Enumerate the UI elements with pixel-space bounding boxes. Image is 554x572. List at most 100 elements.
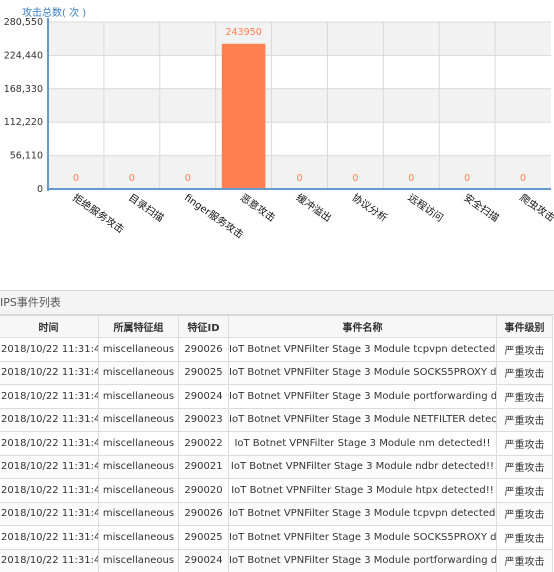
x-tick-label: 爬虫攻击 <box>517 191 554 225</box>
grid-band <box>48 155 551 189</box>
cell-time: 2018/10/22 11:31:44 <box>0 431 99 456</box>
column-header-group[interactable]: 所属特征组 <box>98 315 179 338</box>
cell-signature-id[interactable]: 290020 <box>178 478 229 503</box>
table-row[interactable]: 2018/10/22 11:31:44 miscellaneous 290021 Io… <box>0 454 553 479</box>
cell-time: 2018/10/22 11:31:44 <box>0 454 99 479</box>
cell-signature-id[interactable]: 290021 <box>178 454 229 479</box>
grid-band <box>48 88 551 123</box>
bar <box>221 43 266 189</box>
table-row[interactable]: 2018/10/22 11:31:44 miscellaneous 290024 Io… <box>0 384 553 409</box>
cell-signature-id[interactable]: 290022 <box>178 431 229 456</box>
attack-chart: 攻击总数( 次 ) 0 56,110 112,220 168,330 224,440 28… <box>0 0 554 262</box>
table-row[interactable]: 2018/10/22 11:31:43 miscellaneous 290024 Io… <box>0 548 553 572</box>
cell-event-name: IoT Botnet VPNFilter Stage 3 Module port… <box>228 384 497 409</box>
cell-event-name: IoT Botnet VPNFilter Stage 3 Module nm d… <box>228 431 497 456</box>
attack-bar-chart: 056,110112,220168,330224,440280,5500拒绝服务… <box>4 17 554 241</box>
cell-time: 2018/10/22 11:31:44 <box>0 337 99 362</box>
data-label: 0 <box>352 173 358 184</box>
cell-event-name: IoT Botnet VPNFilter Stage 3 Module SOCK… <box>228 360 497 385</box>
table-row[interactable]: 2018/10/22 11:31:43 miscellaneous 290026 Io… <box>0 501 553 526</box>
chart-y-axis-label: 攻击总数( 次 ) <box>22 8 87 19</box>
cell-level: 严重攻击 <box>496 384 553 409</box>
y-tick-label: 224,440 <box>4 50 43 61</box>
cell-event-name: IoT Botnet VPNFilter Stage 3 Module htpx… <box>228 478 497 503</box>
cell-group: miscellaneous <box>98 548 179 572</box>
cell-group: miscellaneous <box>98 384 179 409</box>
cell-event-name: IoT Botnet VPNFilter Stage 3 Module NETF… <box>228 407 497 432</box>
table-header-row: 时间 所属特征组 特征ID 事件名称 事件级别 <box>0 315 553 338</box>
y-tick-label: 112,220 <box>4 117 43 128</box>
table-row[interactable]: 2018/10/22 11:31:44 miscellaneous 290022 Io… <box>0 431 553 456</box>
cell-group: miscellaneous <box>98 525 179 550</box>
grid-band <box>48 22 551 56</box>
table-row[interactable]: 2018/10/22 11:31:44 miscellaneous 290025 Io… <box>0 360 553 385</box>
ips-event-panel: IPS事件列表 时间 所属特征组 特征ID 事件名称 事件级别 2018/10/… <box>0 290 554 572</box>
cell-signature-id[interactable]: 290026 <box>178 337 229 362</box>
column-header-signature-id[interactable]: 特征ID <box>178 315 229 338</box>
cell-level: 严重攻击 <box>496 337 553 362</box>
x-tick-label: 拒绝服务攻击 <box>70 191 127 236</box>
y-tick-label: 56,110 <box>10 151 43 162</box>
x-tick-label: 目录扫描 <box>126 191 166 225</box>
cell-group: miscellaneous <box>98 431 179 456</box>
cell-signature-id[interactable]: 290025 <box>178 360 229 385</box>
cell-group: miscellaneous <box>98 454 179 479</box>
cell-time: 2018/10/22 11:31:44 <box>0 478 99 503</box>
cell-time: 2018/10/22 11:31:43 <box>0 501 99 526</box>
x-tick-label: 缓冲溢出 <box>294 191 334 225</box>
x-tick-label: 协议分析 <box>350 191 390 225</box>
y-tick-label: 0 <box>37 184 43 195</box>
cell-group: miscellaneous <box>98 478 179 503</box>
data-label: 0 <box>73 173 79 184</box>
cell-event-name: IoT Botnet VPNFilter Stage 3 Module port… <box>228 548 497 572</box>
cell-time: 2018/10/22 11:31:43 <box>0 548 99 572</box>
x-tick-label: 安全扫描 <box>461 191 501 225</box>
column-header-level[interactable]: 事件级别 <box>496 315 553 338</box>
cell-group: miscellaneous <box>98 337 179 362</box>
data-label: 0 <box>185 173 191 184</box>
cell-time: 2018/10/22 11:31:44 <box>0 384 99 409</box>
column-header-event-name[interactable]: 事件名称 <box>228 315 497 338</box>
cell-event-name: IoT Botnet VPNFilter Stage 3 Module tcpv… <box>228 337 497 362</box>
cell-time: 2018/10/22 11:31:44 <box>0 407 99 432</box>
ips-event-table: 时间 所属特征组 特征ID 事件名称 事件级别 2018/10/22 11:31… <box>0 315 553 572</box>
cell-level: 严重攻击 <box>496 501 553 526</box>
cell-event-name: IoT Botnet VPNFilter Stage 3 Module ndbr… <box>228 454 497 479</box>
cell-group: miscellaneous <box>98 501 179 526</box>
data-label: 0 <box>408 173 414 184</box>
cell-level: 严重攻击 <box>496 478 553 503</box>
cell-signature-id[interactable]: 290026 <box>178 501 229 526</box>
cell-time: 2018/10/22 11:31:43 <box>0 525 99 550</box>
y-tick-label: 168,330 <box>4 84 43 95</box>
column-header-time[interactable]: 时间 <box>0 315 99 338</box>
cell-group: miscellaneous <box>98 360 179 385</box>
data-label: 0 <box>464 173 470 184</box>
cell-signature-id[interactable]: 290023 <box>178 407 229 432</box>
table-row[interactable]: 2018/10/22 11:31:43 miscellaneous 290025 Io… <box>0 525 553 550</box>
data-label: 0 <box>129 173 135 184</box>
cell-level: 严重攻击 <box>496 431 553 456</box>
cell-level: 严重攻击 <box>496 525 553 550</box>
cell-level: 严重攻击 <box>496 360 553 385</box>
cell-level: 严重攻击 <box>496 548 553 572</box>
cell-time: 2018/10/22 11:31:44 <box>0 360 99 385</box>
data-label: 0 <box>296 173 302 184</box>
cell-level: 严重攻击 <box>496 454 553 479</box>
table-row[interactable]: 2018/10/22 11:31:44 miscellaneous 290026 Io… <box>0 337 553 362</box>
table-row[interactable]: 2018/10/22 11:31:44 miscellaneous 290020 Io… <box>0 478 553 503</box>
data-label: 0 <box>520 173 526 184</box>
cell-group: miscellaneous <box>98 407 179 432</box>
cell-event-name: IoT Botnet VPNFilter Stage 3 Module SOCK… <box>228 525 497 550</box>
cell-event-name: IoT Botnet VPNFilter Stage 3 Module tcpv… <box>228 501 497 526</box>
cell-signature-id[interactable]: 290025 <box>178 525 229 550</box>
table-row[interactable]: 2018/10/22 11:31:44 miscellaneous 290023 Io… <box>0 407 553 432</box>
y-tick-label: 280,550 <box>4 17 43 28</box>
x-tick-label: 远程访问 <box>406 191 446 225</box>
x-tick-label: finger服务攻击 <box>182 191 246 241</box>
ips-panel-title: IPS事件列表 <box>0 291 554 315</box>
x-tick-label: 恶意攻击 <box>238 191 278 225</box>
cell-signature-id[interactable]: 290024 <box>178 548 229 572</box>
cell-signature-id[interactable]: 290024 <box>178 384 229 409</box>
data-label: 243950 <box>225 27 261 38</box>
cell-level: 严重攻击 <box>496 407 553 432</box>
